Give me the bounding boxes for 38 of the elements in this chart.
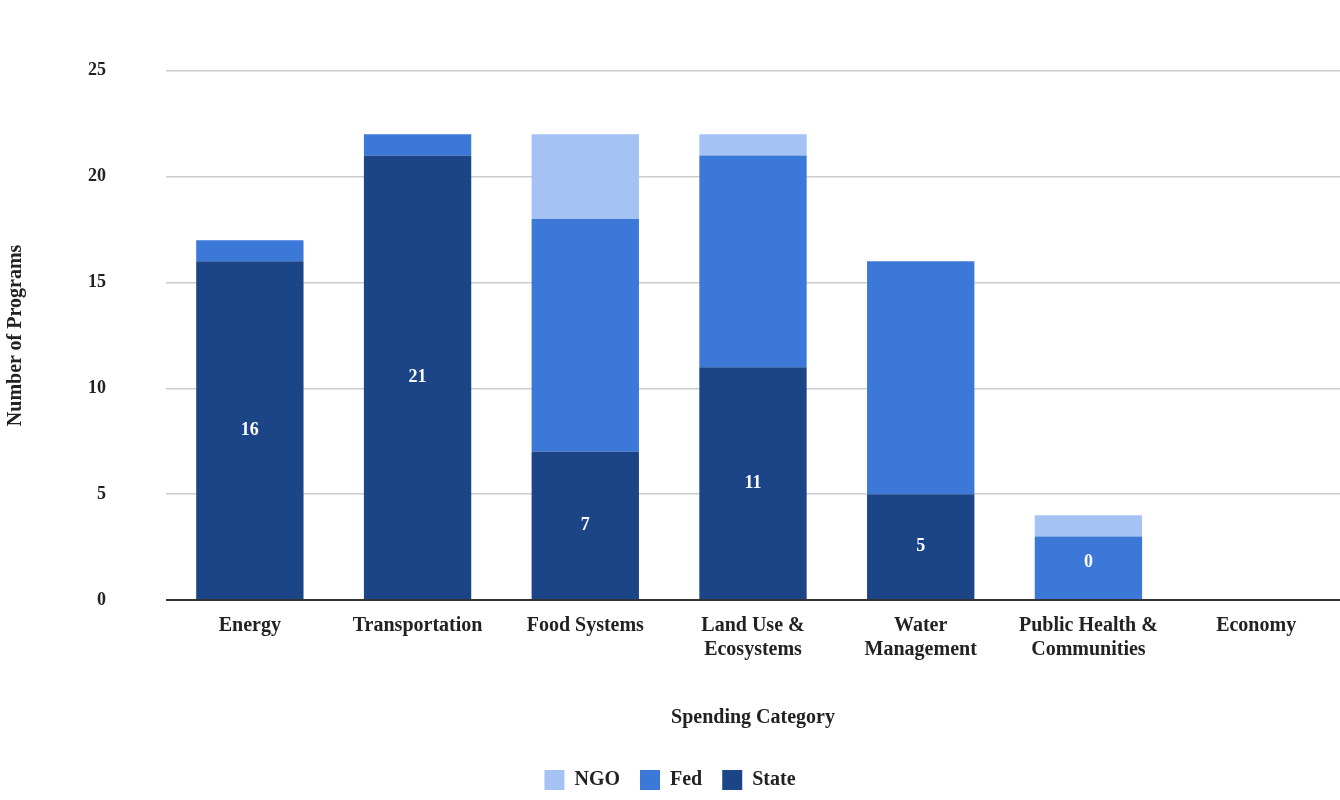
y-tick-label: 5: [97, 482, 106, 503]
data-label: 21: [408, 365, 427, 386]
bar: [363, 134, 472, 156]
x-tick-label: Public Health & Communities: [1018, 613, 1158, 660]
x-tick-label: Transportation: [352, 613, 483, 637]
y-tick-label: 0: [97, 588, 106, 609]
x-tick-label: Food Systems: [526, 613, 645, 637]
x-tick-label: Water Management: [864, 613, 978, 661]
legend-label: State: [752, 767, 796, 790]
bar: [699, 155, 807, 368]
y-axis-title: Number of Programs: [3, 244, 27, 427]
data-label: 16: [240, 418, 259, 439]
bar: [867, 494, 975, 599]
x-tick-label: Energy: [218, 613, 281, 637]
bar: [531, 218, 639, 452]
y-tick-label: 25: [88, 59, 106, 80]
data-label: 0: [1083, 550, 1093, 571]
x-axis-title: Spending Category: [671, 705, 835, 729]
y-tick-label: 15: [88, 271, 106, 292]
data-label: 5: [916, 535, 926, 556]
data-label: 11: [744, 471, 762, 492]
bar: [363, 155, 472, 599]
y-tick-label: 20: [88, 165, 106, 186]
bar: [699, 367, 807, 599]
legend-label: Fed: [670, 767, 703, 790]
bar: [196, 240, 304, 262]
bar: [1034, 515, 1143, 537]
bar: [531, 451, 639, 599]
y-tick-label: 10: [88, 376, 106, 397]
legend-label: NGO: [574, 767, 621, 790]
x-tick-label: Economy: [1216, 613, 1297, 637]
x-tick-label: Land Use & Ecosystems: [701, 613, 805, 661]
bar: [1034, 536, 1143, 599]
bar: [531, 134, 639, 219]
bar: [196, 261, 304, 599]
bar: [867, 261, 975, 495]
data-label: 7: [580, 514, 590, 535]
bar: [699, 134, 807, 156]
